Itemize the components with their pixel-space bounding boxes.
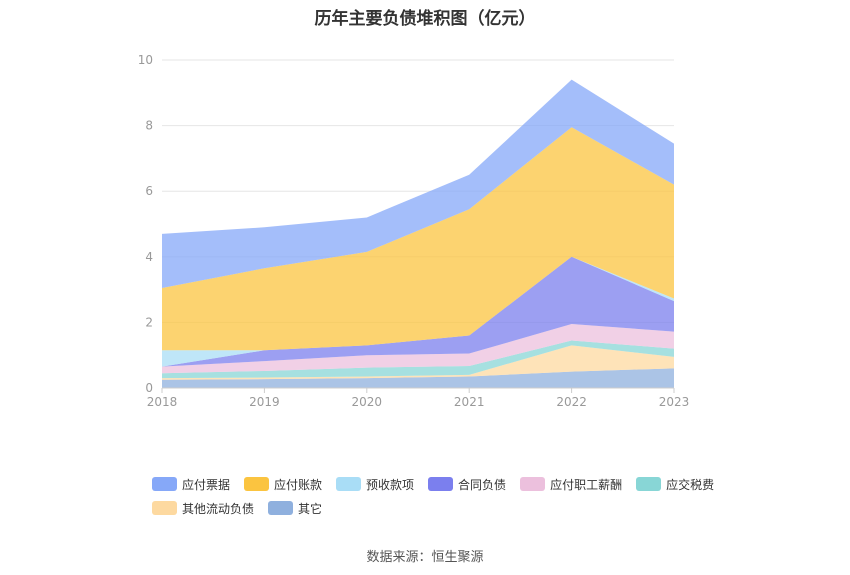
- legend-label: 应付账款: [274, 477, 323, 492]
- x-tick-label: 2022: [556, 395, 587, 409]
- x-tick-label: 2018: [147, 395, 178, 409]
- y-tick-label: 0: [145, 381, 153, 395]
- area-series-合同负债: [162, 256, 674, 367]
- legend-label: 合同负债: [458, 477, 507, 492]
- legend-item[interactable]: 应付账款: [244, 472, 322, 496]
- legend-label: 其它: [298, 501, 323, 516]
- area-series-其他流动负债: [162, 345, 674, 380]
- legend-swatch: [152, 477, 177, 491]
- y-tick-label: 4: [145, 250, 153, 264]
- x-tick-label: 2021: [454, 395, 485, 409]
- legend-swatch: [244, 477, 270, 491]
- legend-item[interactable]: 合同负债: [428, 472, 506, 496]
- x-tick-label: 2019: [249, 395, 280, 409]
- legend-label: 应交税费: [666, 477, 715, 492]
- legend-swatch: [152, 501, 177, 515]
- legend-item[interactable]: 预收款项: [336, 472, 414, 496]
- y-tick-label: 10: [138, 53, 153, 67]
- legend-item[interactable]: 应交税费: [636, 472, 714, 496]
- chart-legend: 应付票据 应付账款 预收款项 合同负债 应付职工薪酬 应交税费其他流动负债 其它: [152, 472, 732, 520]
- legend-item[interactable]: 应付票据: [152, 472, 230, 496]
- area-series-应付职工薪酬: [162, 324, 674, 374]
- x-tick-label: 2023: [659, 395, 690, 409]
- y-tick-label: 2: [145, 315, 153, 329]
- x-tick-label: 2020: [352, 395, 383, 409]
- area-series-应付账款: [162, 127, 674, 351]
- area-series-应付票据: [162, 79, 674, 288]
- area-series-应交税费: [162, 340, 674, 379]
- legend-swatch: [428, 477, 454, 491]
- legend-item[interactable]: 其它: [268, 496, 322, 520]
- data-source: 数据来源：恒生聚源: [366, 550, 484, 565]
- y-tick-label: 6: [145, 184, 153, 198]
- legend-swatch: [336, 477, 362, 491]
- legend-swatch: [268, 501, 294, 515]
- legend-swatch: [636, 477, 662, 491]
- legend-item[interactable]: 应付职工薪酬: [520, 472, 622, 496]
- legend-item[interactable]: 其他流动负债: [152, 496, 254, 520]
- legend-label: 预收款项: [366, 477, 415, 492]
- area-series-其它: [162, 368, 674, 388]
- legend-label: 应付职工薪酬: [550, 477, 623, 492]
- y-tick-label: 8: [145, 119, 153, 133]
- chart-title: 历年主要负债堆积图（亿元）: [314, 9, 536, 29]
- area-series-预收款项: [162, 256, 674, 367]
- legend-swatch: [520, 477, 546, 491]
- legend-label: 应付票据: [182, 477, 231, 492]
- legend-label: 其他流动负债: [182, 501, 255, 516]
